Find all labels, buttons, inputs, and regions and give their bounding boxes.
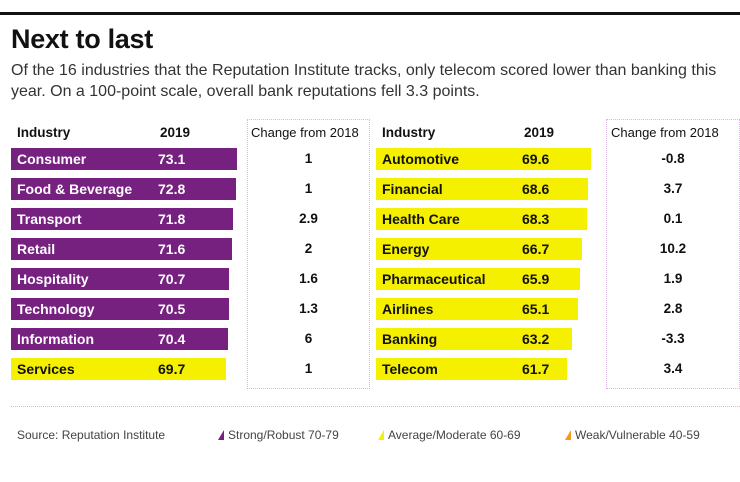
change-label: 2.8: [663, 301, 683, 316]
change-label: 10.2: [659, 241, 687, 256]
industry-label: Hospitality: [17, 271, 89, 287]
change-label: 2: [304, 241, 313, 256]
score-label: 66.7: [522, 241, 550, 257]
industry-label: Pharmaceutical: [382, 271, 486, 287]
change-label: 1: [304, 361, 313, 376]
score-bar: [11, 238, 232, 260]
legend-label: Strong/Robust 70-79: [228, 428, 339, 442]
legend-triangle-icon: [218, 430, 224, 440]
change-label: 2.9: [299, 211, 318, 226]
industry-label: Transport: [17, 211, 82, 227]
header-change-right: Change from 2018: [611, 125, 719, 140]
score-bar: [376, 328, 572, 350]
industry-label: Technology: [17, 301, 95, 317]
change-label: 0.1: [663, 211, 683, 226]
industry-label: Health Care: [382, 211, 460, 227]
change-label: 3.7: [663, 181, 683, 196]
header-industry-left: Industry: [17, 125, 71, 140]
score-label: 61.7: [522, 361, 550, 377]
change-label: -0.8: [661, 151, 685, 166]
score-label: 70.5: [158, 301, 186, 317]
score-bar: [376, 208, 588, 230]
score-bar: [11, 358, 227, 380]
score-bar: [376, 358, 568, 380]
change-label: 1.9: [663, 271, 683, 286]
score-bar: [376, 238, 583, 260]
top-rule: [0, 12, 740, 15]
legend-triangle-icon: [378, 430, 384, 440]
industry-label: Financial: [382, 181, 443, 197]
industry-label: Services: [17, 361, 75, 377]
score-label: 71.8: [158, 211, 186, 227]
legend-triangle-icon: [565, 430, 571, 440]
source-note: Source: Reputation Institute: [17, 428, 166, 442]
score-bar: [11, 268, 230, 290]
score-bar: [376, 268, 580, 290]
score-label: 65.9: [522, 271, 550, 287]
score-bar: [376, 298, 578, 320]
score-bar: [376, 178, 588, 200]
industry-label: Retail: [17, 241, 56, 257]
score-label: 63.2: [522, 331, 550, 347]
score-label: 70.7: [158, 271, 186, 287]
change-label: 6: [304, 331, 313, 346]
change-label: 1: [304, 151, 313, 166]
change-label: 1: [304, 181, 313, 196]
score-label: 70.4: [158, 331, 186, 347]
legend-average: Average/Moderate 60-69: [378, 428, 521, 442]
industry-label: Consumer: [17, 151, 87, 167]
score-bar: [376, 148, 591, 170]
score-label: 69.7: [158, 361, 186, 377]
header-year-left: 2019: [160, 125, 191, 140]
chart-title: Next to last: [11, 24, 153, 54]
score-bar: [11, 298, 229, 320]
score-label: 72.8: [158, 181, 186, 197]
change-box-left: [247, 119, 370, 389]
industry-label: Banking: [382, 331, 438, 347]
header-change-left: Change from 2018: [251, 125, 359, 140]
industry-label: Airlines: [382, 301, 434, 317]
industry-label: Telecom: [382, 361, 438, 377]
score-label: 69.6: [522, 151, 550, 167]
chart-subtitle: Of the 16 industries that the Reputation…: [11, 62, 717, 100]
industry-label: Food & Beverage: [17, 181, 133, 197]
score-label: 73.1: [158, 151, 186, 167]
legend-label: Weak/Vulnerable 40-59: [575, 428, 700, 442]
industry-label: Automotive: [382, 151, 459, 167]
score-label: 65.1: [522, 301, 550, 317]
change-label: 3.4: [663, 361, 683, 376]
industry-label: Energy: [382, 241, 430, 257]
score-bar: [11, 148, 237, 170]
legend-strong: Strong/Robust 70-79: [218, 428, 339, 442]
score-label: 71.6: [158, 241, 186, 257]
score-bar: [11, 178, 236, 200]
legend-weak: Weak/Vulnerable 40-59: [565, 428, 700, 442]
change-label: 1.6: [299, 271, 318, 286]
header-year-right: 2019: [524, 125, 555, 140]
score-label: 68.6: [522, 181, 550, 197]
score-bar: [11, 328, 229, 350]
score-label: 68.3: [522, 211, 550, 227]
change-label: 1.3: [299, 301, 318, 316]
legend-label: Average/Moderate 60-69: [388, 428, 521, 442]
footer-divider: [11, 406, 740, 407]
industry-label: Information: [17, 331, 94, 347]
change-label: -3.3: [661, 331, 685, 346]
header-industry-right: Industry: [382, 125, 436, 140]
score-bar: [11, 208, 233, 230]
